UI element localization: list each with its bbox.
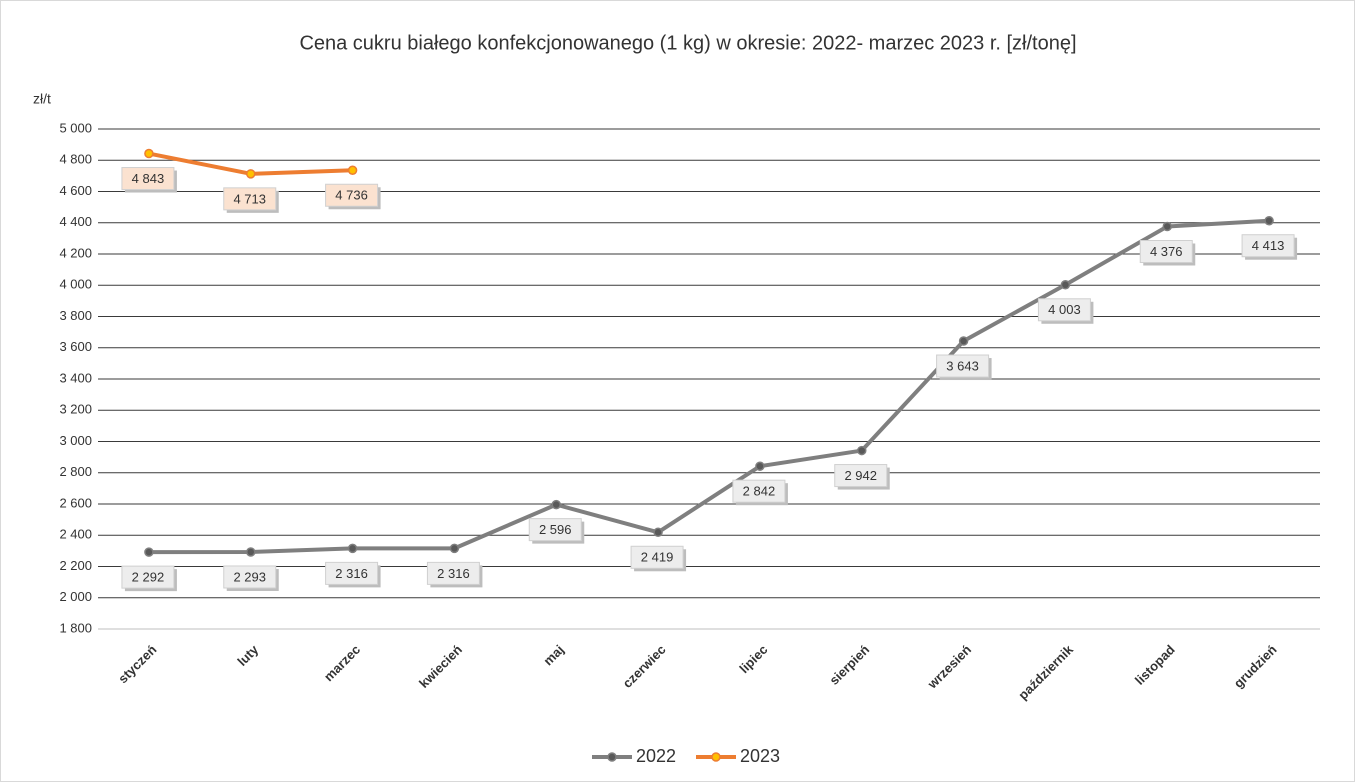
point-marker (857, 445, 867, 456)
data-label: 4 413 (1252, 238, 1285, 253)
data-label: 4 003 (1048, 302, 1081, 317)
y-tick-label: 4 400 (59, 214, 92, 229)
data-label: 2 596 (539, 522, 572, 537)
label-box (630, 545, 684, 569)
label-box (1241, 234, 1295, 258)
label-box (223, 565, 277, 589)
y-tick-label: 2 000 (59, 589, 92, 604)
label-box (223, 187, 277, 211)
y-tick-label: 4 000 (59, 277, 92, 292)
data-label: 2 293 (233, 569, 266, 584)
data-label: 2 842 (743, 484, 776, 499)
label-box (325, 561, 379, 585)
y-tick-label: 3 800 (59, 308, 92, 323)
point-marker (1162, 221, 1172, 232)
y-tick-label: 4 800 (59, 152, 92, 167)
legend-label: 2023 (740, 746, 780, 766)
label-box (834, 464, 888, 488)
point-marker (449, 543, 460, 554)
point-marker (551, 499, 561, 510)
label-box (1139, 240, 1193, 263)
y-axis-label: zł/t (33, 91, 51, 107)
point-marker (347, 543, 358, 554)
data-label: 2 942 (844, 468, 877, 483)
data-label: 2 316 (335, 566, 368, 581)
data-label: 4 843 (132, 171, 165, 186)
label-box (732, 479, 786, 503)
point-marker (144, 148, 154, 159)
y-tick-label: 4 200 (59, 245, 92, 260)
label-box (121, 167, 175, 191)
data-label: 3 643 (946, 358, 979, 373)
series-line (148, 218, 1270, 555)
label-box (426, 561, 480, 585)
y-tick-label: 1 800 (59, 620, 92, 635)
label-box (936, 354, 990, 378)
point-marker (144, 547, 154, 557)
y-tick-label: 3 200 (59, 402, 92, 417)
data-label: 2 316 (437, 566, 470, 581)
data-label: 4 713 (233, 191, 266, 206)
point-marker (1060, 280, 1071, 290)
point-marker (653, 527, 663, 538)
y-tick-label: 3 400 (59, 370, 92, 385)
y-tick-label: 2 200 (59, 558, 92, 573)
y-tick-label: 2 600 (59, 495, 92, 510)
point-marker (246, 169, 256, 179)
point-marker (958, 336, 969, 346)
data-label: 4 376 (1150, 244, 1183, 259)
legend-marker (607, 752, 617, 762)
label-box (1037, 298, 1091, 322)
label-box (528, 518, 582, 542)
label-box (121, 565, 175, 589)
point-marker (347, 165, 358, 175)
y-tick-label: 4 600 (59, 183, 92, 198)
chart-title: Cena cukru białego konfekcjonowanego (1 … (299, 32, 1076, 54)
point-marker (755, 461, 765, 471)
data-label: 4 736 (335, 188, 368, 203)
y-tick-label: 2 800 (59, 464, 92, 479)
y-tick-label: 2 400 (59, 527, 92, 542)
point-marker (1264, 215, 1274, 226)
data-label: 2 292 (132, 570, 165, 585)
y-tick-label: 3 600 (59, 339, 92, 354)
y-tick-label: 3 000 (59, 433, 92, 448)
label-box (325, 183, 379, 207)
legend-marker (711, 752, 721, 762)
data-label: 2 419 (641, 550, 674, 565)
legend-label: 2022 (636, 746, 676, 766)
point-marker (246, 547, 256, 557)
y-tick-label: 5 000 (59, 120, 92, 135)
